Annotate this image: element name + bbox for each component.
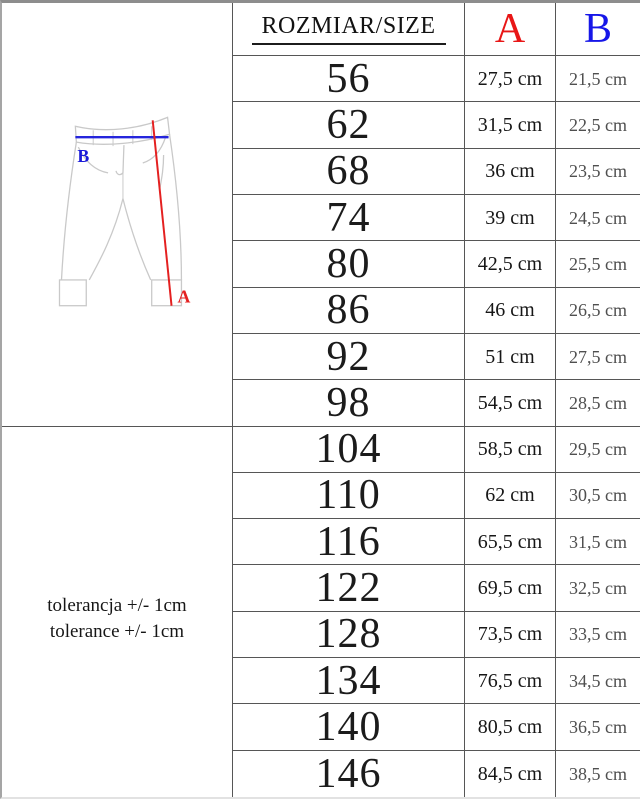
column-header-size-label: ROZMIAR/SIZE bbox=[251, 14, 446, 45]
a-value-cell: 73,5 cm bbox=[465, 611, 556, 658]
a-value-cell: 80,5 cm bbox=[465, 704, 556, 750]
b-value-cell: 23,5 cm bbox=[569, 161, 627, 182]
a-value-cell: 27,5 cm bbox=[465, 56, 556, 102]
size-cell: 98 bbox=[233, 380, 465, 426]
b-value-cell: 26,5 cm bbox=[569, 300, 627, 321]
table-row: 56 27,5 cm 21,5 cm bbox=[232, 56, 640, 103]
table-row: 62 31,5 cm 22,5 cm bbox=[232, 102, 640, 149]
table-row: 146 84,5 cm 38,5 cm bbox=[232, 750, 640, 797]
a-value-cell: 39 cm bbox=[465, 194, 556, 241]
size-cell: 56 bbox=[233, 56, 465, 102]
table-row: 116 65,5 cm 31,5 cm bbox=[232, 519, 640, 566]
table-row: 74 39 cm 24,5 cm bbox=[232, 194, 640, 242]
table-row: 86 46 cm 26,5 cm bbox=[232, 287, 640, 334]
column-header-size: ROZMIAR/SIZE bbox=[233, 3, 465, 55]
diagram-panel: B A bbox=[2, 3, 232, 427]
tolerance-note-en: tolerance +/- 1cm bbox=[49, 620, 185, 642]
b-value-cell: 30,5 cm bbox=[569, 485, 627, 506]
size-cell: 140 bbox=[233, 704, 465, 750]
b-value-cell: 34,5 cm bbox=[569, 670, 627, 691]
b-value-cell: 36,5 cm bbox=[569, 717, 627, 738]
b-value-cell: 24,5 cm bbox=[569, 207, 627, 228]
size-cell: 110 bbox=[233, 472, 465, 519]
table-row: 92 51 cm 27,5 cm bbox=[232, 333, 640, 381]
b-value-cell: 33,5 cm bbox=[569, 624, 627, 645]
b-value-cell: 22,5 cm bbox=[569, 114, 627, 135]
table-row: 122 69,5 cm 32,5 cm bbox=[232, 565, 640, 612]
size-cell: 68 bbox=[233, 148, 465, 194]
size-cell: 104 bbox=[233, 426, 465, 472]
measure-a-line bbox=[151, 120, 173, 306]
size-cell: 86 bbox=[233, 287, 465, 333]
a-value-cell: 65,5 cm bbox=[465, 519, 556, 565]
a-value-cell: 54,5 cm bbox=[465, 380, 556, 426]
a-value-cell: 69,5 cm bbox=[465, 565, 556, 611]
size-cell: 146 bbox=[233, 750, 465, 797]
measure-b-label: B bbox=[77, 146, 89, 166]
a-value-cell: 36 cm bbox=[465, 148, 556, 194]
b-value-cell: 25,5 cm bbox=[569, 253, 627, 274]
tolerance-note: tolerancja +/- 1cm tolerance +/- 1cm bbox=[2, 426, 232, 797]
b-value-cell: 27,5 cm bbox=[569, 346, 627, 367]
pants-outline bbox=[58, 116, 183, 307]
b-value-cell: 31,5 cm bbox=[569, 531, 627, 552]
a-value-cell: 42,5 cm bbox=[465, 241, 556, 287]
a-value-cell: 58,5 cm bbox=[465, 426, 556, 472]
size-cell: 134 bbox=[233, 658, 465, 704]
table-header-row: ROZMIAR/SIZE A B bbox=[232, 3, 640, 56]
b-value-cell: 29,5 cm bbox=[569, 439, 627, 460]
a-value-cell: 46 cm bbox=[465, 287, 556, 333]
tolerance-note-pl: tolerancja +/- 1cm bbox=[47, 594, 187, 616]
table-row: 140 80,5 cm 36,5 cm bbox=[232, 704, 640, 751]
table-row: 68 36 cm 23,5 cm bbox=[232, 148, 640, 195]
table-row: 110 62 cm 30,5 cm bbox=[232, 472, 640, 520]
b-value-cell: 28,5 cm bbox=[569, 392, 627, 413]
table-row: 128 73,5 cm 33,5 cm bbox=[232, 611, 640, 659]
b-value-cell: 32,5 cm bbox=[569, 578, 627, 599]
size-cell: 74 bbox=[233, 194, 465, 241]
table-row: 134 76,5 cm 34,5 cm bbox=[232, 658, 640, 705]
size-cell: 128 bbox=[233, 611, 465, 658]
column-header-a: A bbox=[465, 3, 556, 55]
size-cell: 92 bbox=[233, 333, 465, 380]
table-row: 80 42,5 cm 25,5 cm bbox=[232, 241, 640, 288]
a-value-cell: 51 cm bbox=[465, 333, 556, 380]
measure-a-label: A bbox=[177, 287, 190, 307]
column-header-b: B bbox=[583, 6, 612, 52]
pants-sketch: B A bbox=[58, 116, 190, 307]
a-value-cell: 76,5 cm bbox=[465, 658, 556, 704]
size-cell: 62 bbox=[233, 102, 465, 148]
a-value-cell: 84,5 cm bbox=[465, 750, 556, 797]
size-cell: 122 bbox=[233, 565, 465, 611]
b-value-cell: 21,5 cm bbox=[569, 68, 627, 89]
b-value-cell: 38,5 cm bbox=[569, 763, 627, 784]
table-row: 104 58,5 cm 29,5 cm bbox=[232, 426, 640, 473]
table-row: 98 54,5 cm 28,5 cm bbox=[232, 380, 640, 427]
a-value-cell: 62 cm bbox=[465, 472, 556, 519]
size-cell: 116 bbox=[233, 519, 465, 565]
a-value-cell: 31,5 cm bbox=[465, 102, 556, 148]
size-cell: 80 bbox=[233, 241, 465, 287]
